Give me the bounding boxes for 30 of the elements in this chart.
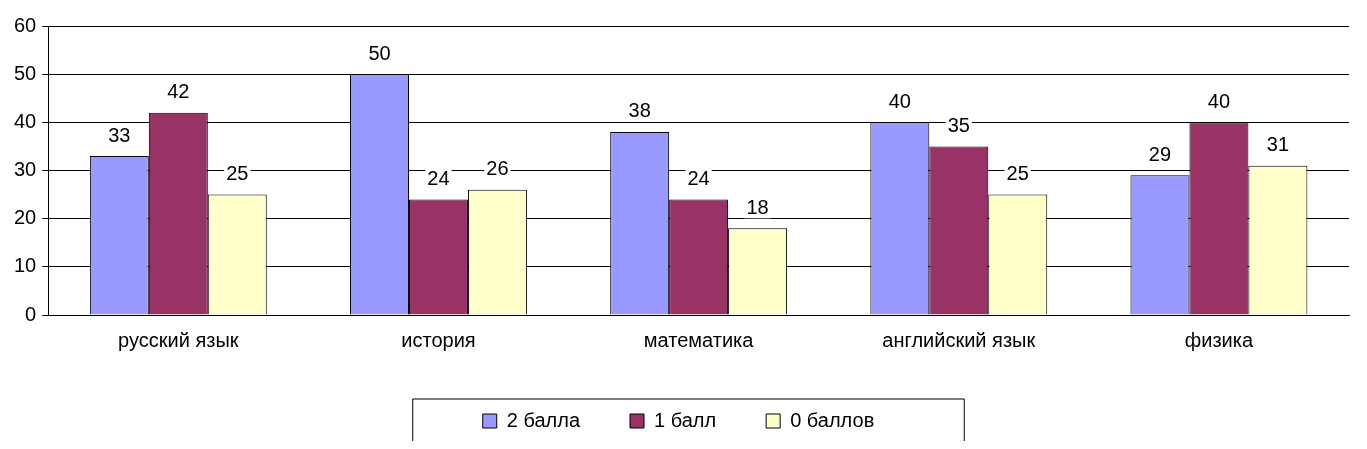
data-label: 29 [1148,142,1172,165]
y-tick-label: 20 [14,206,37,229]
data-label: 25 [1006,162,1029,185]
data-label: 40 [888,89,911,112]
x-tick-label: математика [643,328,755,351]
legend-label: 2 балла [506,408,581,431]
data-label: 35 [947,113,970,136]
data-label: 50 [368,41,391,64]
y-tick-label: 50 [14,61,37,84]
data-label: 26 [486,157,509,180]
x-tick-label: история [401,328,476,351]
x-tick-label: физика [1184,328,1254,351]
data-label: 38 [628,99,651,122]
data-label: 24 [687,166,710,189]
data-label: 31 [1266,133,1290,156]
legend-label: 0 баллов [790,408,875,431]
x-tick-label: английский язык [882,328,1036,351]
data-label: 25 [226,162,249,185]
data-label: 18 [746,195,769,218]
y-tick-label: 10 [14,254,37,277]
data-label: 33 [108,123,131,146]
y-tick-label: 40 [14,109,37,132]
legend-label: 1 балл [654,408,717,431]
y-tick-label: 60 [14,13,37,36]
data-label: 24 [427,166,450,189]
x-tick-label: русский язык [118,328,239,351]
data-label: 42 [167,80,190,103]
y-tick-label: 0 [25,302,37,325]
y-tick-label: 30 [14,158,37,181]
data-label: 40 [1207,89,1231,112]
